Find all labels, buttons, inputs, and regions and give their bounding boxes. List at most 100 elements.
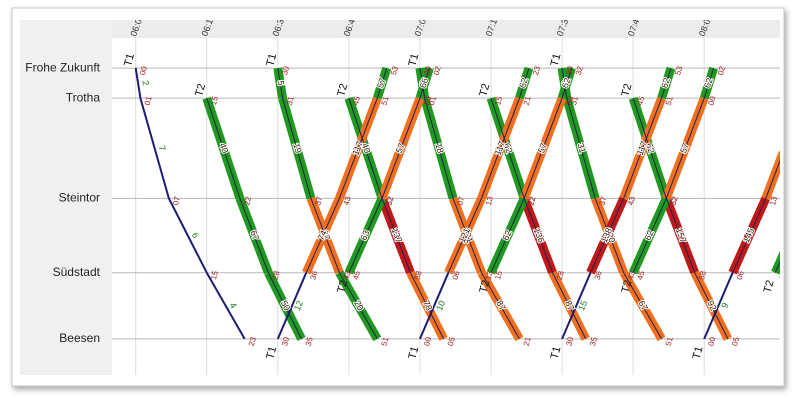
time-label: 52: [384, 195, 395, 206]
time-label: 30: [564, 335, 575, 346]
time-label: 32: [574, 65, 585, 76]
time-label: 00: [706, 335, 717, 346]
time-label: 02: [432, 65, 443, 76]
time-label: 01: [427, 95, 438, 106]
time-label: 00: [422, 95, 433, 106]
load-label: 57: [375, 77, 388, 90]
load-label: 62: [517, 77, 530, 90]
time-label: 30: [280, 335, 291, 346]
y-tick-label: Südstadt: [53, 265, 101, 279]
load-label: 8: [418, 80, 429, 87]
load-label: 6: [190, 231, 201, 240]
time-label: 31: [285, 95, 296, 106]
trip-path: [703, 159, 780, 340]
time-label: 07: [455, 195, 466, 206]
y-tick-label: Frohe Zukunft: [25, 60, 100, 74]
time-label: 35: [304, 335, 315, 346]
time-label: 02: [716, 65, 727, 76]
time-label: 06: [451, 269, 462, 280]
time-label: 51: [664, 95, 675, 106]
time-label: 01: [143, 95, 154, 106]
y-tick-label: Trotha: [66, 90, 101, 104]
time-label: 13: [484, 269, 495, 280]
station-axis: Frohe Zukunft Trotha Steintor Südstadt Beese…: [25, 60, 100, 345]
trip-path: [206, 98, 302, 340]
trip-path: [277, 68, 378, 340]
time-label: 21: [522, 335, 533, 346]
load-label: 40: [360, 142, 373, 155]
trip-path: [632, 98, 729, 340]
trip-name: T2: [193, 82, 208, 98]
time-label: 45: [635, 95, 646, 106]
trip-name: T2: [762, 279, 777, 295]
time-label: 15: [209, 95, 220, 106]
trip-path: [490, 67, 573, 273]
load-label: 15: [576, 299, 589, 312]
load-label: 9: [719, 301, 730, 310]
trip-name: T1: [264, 345, 279, 361]
trip-path: [490, 98, 587, 340]
time-label: 51: [380, 335, 391, 346]
trip-path: [419, 67, 530, 340]
time-label: 35: [588, 335, 599, 346]
load-label: 117: [493, 140, 507, 157]
trip-path: [632, 67, 715, 273]
trip-path: [277, 67, 388, 340]
trip-path: [135, 68, 246, 340]
time-label: 00: [422, 335, 433, 346]
time-label: 15: [493, 269, 504, 280]
station-panel: [20, 20, 112, 375]
time-label: 22: [526, 195, 537, 206]
trip-name: T1: [549, 345, 564, 361]
load-label: 57: [394, 142, 407, 155]
load-label: 2: [140, 80, 151, 87]
trip-name: T1: [691, 345, 706, 361]
time-label: 37: [598, 195, 609, 206]
time-label: 13: [484, 195, 495, 206]
trip-name: T1: [264, 52, 279, 68]
load-label: 60: [778, 142, 791, 155]
time-label: 36: [309, 269, 320, 280]
time-label: 52: [384, 195, 395, 206]
trip-path: [348, 67, 430, 273]
time-label: 52: [669, 195, 680, 206]
trip-paths: [135, 67, 780, 340]
trip-path: [561, 67, 672, 340]
time-label: 30: [564, 65, 575, 76]
trip-name: T2: [620, 279, 635, 295]
load-label: 18: [433, 142, 445, 154]
load-label: 19: [291, 142, 303, 154]
trip-name: T1: [122, 52, 137, 68]
time-label: 00: [422, 65, 433, 76]
time-label: 52: [669, 195, 680, 206]
trip-name: T1: [406, 52, 421, 68]
time-label: 22: [526, 195, 537, 206]
time-label: 05: [446, 335, 457, 346]
time-label: 23: [247, 335, 258, 346]
time-label: 22: [242, 195, 253, 206]
time-label: 07: [171, 195, 182, 206]
load-label: 5: [275, 80, 286, 87]
time-label: 23: [531, 65, 542, 76]
load-label: 57: [536, 142, 549, 155]
load-label: 10: [434, 299, 447, 312]
time-label: 51: [664, 335, 675, 346]
load-label: 7: [157, 144, 168, 152]
time-label: 15: [209, 269, 220, 280]
trip-name: T2: [477, 279, 492, 295]
trip-name: T2: [335, 82, 350, 98]
y-tick-label: Steintor: [59, 191, 100, 205]
time-label: 30: [280, 65, 291, 76]
time-label: 37: [313, 195, 324, 206]
time-label: 28: [555, 269, 566, 280]
time-label: 43: [626, 269, 637, 280]
time-label: 30: [564, 95, 575, 106]
trip-path: [348, 98, 445, 340]
time-header: [112, 20, 780, 38]
time-label: 31: [569, 95, 580, 106]
time-label: 43: [342, 195, 353, 206]
load-label: 4: [228, 301, 239, 310]
time-label: 53: [389, 65, 400, 76]
